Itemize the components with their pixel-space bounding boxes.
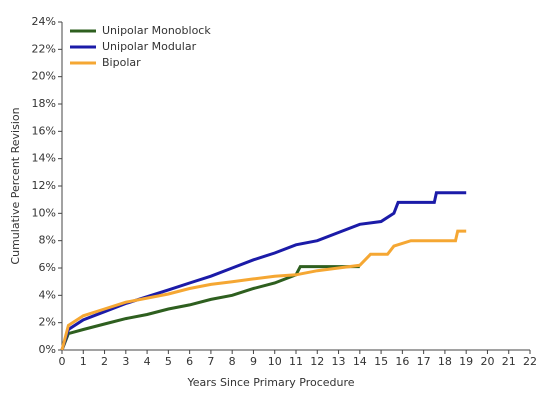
x-tick-label: 2 — [101, 355, 108, 368]
x-tick-label: 13 — [332, 355, 346, 368]
series-line — [60, 265, 360, 351]
x-tick-label: 14 — [353, 355, 367, 368]
x-tick-label: 11 — [289, 355, 303, 368]
x-tick-label: 3 — [122, 355, 129, 368]
x-tick-label: 10 — [268, 355, 282, 368]
x-tick-label: 4 — [144, 355, 151, 368]
x-tick-label: 9 — [250, 355, 257, 368]
y-tick-label: 20% — [32, 70, 56, 83]
y-tick-label: 2% — [39, 316, 56, 329]
x-tick-label: 17 — [417, 355, 431, 368]
y-axis-label: Cumulative Percent Revision — [9, 107, 22, 264]
y-tick-label: 6% — [39, 261, 56, 274]
y-tick-label: 18% — [32, 97, 56, 110]
x-tick-label: 12 — [310, 355, 324, 368]
x-tick-label: 18 — [438, 355, 452, 368]
y-tick-label: 10% — [32, 206, 56, 219]
x-tick-label: 6 — [186, 355, 193, 368]
x-tick-label: 15 — [374, 355, 388, 368]
x-tick-label: 21 — [502, 355, 516, 368]
x-tick-label: 1 — [80, 355, 87, 368]
x-tick-label: 22 — [523, 355, 537, 368]
y-tick-label: 14% — [32, 152, 56, 165]
legend-label: Unipolar Modular — [102, 40, 197, 53]
x-tick-label: 7 — [207, 355, 214, 368]
y-tick-label: 8% — [39, 234, 56, 247]
series-line — [60, 191, 467, 351]
x-axis-label: Years Since Primary Procedure — [186, 376, 354, 389]
y-tick-label: 4% — [39, 288, 56, 301]
x-tick-label: 5 — [165, 355, 172, 368]
x-tick-label: 16 — [395, 355, 409, 368]
legend-label: Bipolar — [102, 56, 141, 69]
series-line — [60, 229, 467, 351]
x-tick-label: 20 — [480, 355, 494, 368]
legend-label: Unipolar Monoblock — [102, 24, 211, 37]
y-tick-label: 12% — [32, 179, 56, 192]
y-tick-label: 24% — [32, 15, 56, 28]
x-tick-label: 0 — [59, 355, 66, 368]
y-tick-label: 0% — [39, 343, 56, 356]
x-tick-label: 19 — [459, 355, 473, 368]
x-tick-label: 8 — [229, 355, 236, 368]
y-tick-label: 22% — [32, 42, 56, 55]
y-tick-label: 16% — [32, 124, 56, 137]
